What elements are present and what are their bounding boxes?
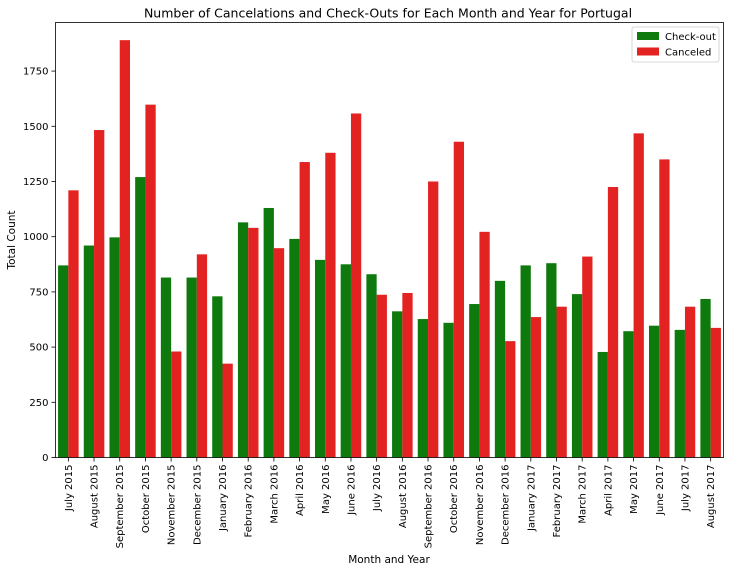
x-tick-label-3: October 2015: [141, 465, 152, 534]
legend-swatch-check-out: [637, 32, 659, 40]
bar-check-out-3: [135, 177, 146, 458]
bar-check-out-17: [494, 280, 506, 458]
bar-canceled-2: [119, 40, 131, 458]
chart-title: Number of Cancelations and Check-Outs fo…: [144, 6, 632, 21]
bar-check-out-11: [340, 264, 351, 458]
x-tick-label-1: August 2015: [90, 465, 101, 529]
bar-canceled-1: [94, 130, 105, 458]
y-axis-label: Total Count: [6, 210, 18, 270]
bar-check-out-25: [700, 298, 711, 458]
x-tick-label-20: March 2017: [578, 465, 589, 524]
x-tick-label-12: July 2016: [372, 465, 383, 513]
bar-canceled-24: [684, 306, 696, 458]
plot-frame: [55, 22, 724, 458]
bar-check-out-9: [289, 238, 300, 458]
y-axis-ticks: 0 250 500 750 1000 1250 1500 1750: [23, 67, 56, 464]
bar-canceled-11: [350, 113, 362, 458]
x-tick-label-11: June 2016: [346, 465, 357, 516]
bar-check-out-22: [623, 331, 634, 458]
x-tick-label-16: November 2016: [475, 465, 486, 546]
bar-check-out-18: [520, 265, 531, 458]
x-axis-label: Month and Year: [348, 554, 430, 566]
bar-check-out-14: [417, 319, 429, 458]
x-tick-label-9: April 2016: [295, 465, 306, 516]
bar-canceled-21: [607, 187, 619, 458]
y-tick-label-1: 250: [29, 398, 48, 409]
bar-canceled-0: [68, 190, 79, 458]
bar-canceled-7: [248, 227, 259, 458]
bar-check-out-0: [58, 265, 69, 458]
bar-check-out-21: [597, 351, 608, 458]
bar-check-out-16: [469, 304, 480, 458]
x-tick-label-14: September 2016: [424, 465, 435, 549]
bar-canceled-3: [145, 104, 156, 458]
bar-check-out-12: [366, 274, 377, 458]
bar-canceled-25: [710, 327, 721, 458]
x-tick-label-18: January 2017: [526, 465, 537, 533]
y-tick-label-7: 1750: [23, 67, 48, 78]
y-tick-label-0: 0: [42, 453, 48, 464]
bar-canceled-6: [222, 363, 233, 458]
bar-check-out-23: [648, 325, 660, 458]
x-tick-label-19: February 2017: [552, 465, 563, 538]
x-tick-label-6: January 2016: [218, 465, 229, 533]
bar-check-out-19: [546, 263, 557, 458]
bar-canceled-15: [453, 141, 465, 458]
x-tick-label-7: February 2016: [244, 465, 255, 538]
x-axis-ticks: July 2015 August 2015 September 2015 Octobe…: [64, 457, 717, 549]
y-tick-label-2: 500: [29, 343, 48, 354]
bar-canceled-18: [530, 317, 542, 458]
bar-canceled-12: [376, 294, 387, 458]
bar-canceled-9: [299, 162, 310, 458]
bar-canceled-5: [196, 254, 208, 458]
x-tick-label-5: December 2015: [192, 465, 203, 545]
bar-canceled-8: [273, 248, 285, 458]
bar-check-out-8: [263, 207, 274, 458]
x-tick-label-24: July 2017: [680, 465, 691, 513]
bar-canceled-10: [325, 152, 336, 458]
bar-canceled-20: [582, 256, 593, 458]
legend-label-check-out: Check-out: [665, 32, 716, 43]
bar-canceled-16: [479, 231, 490, 458]
x-tick-label-17: December 2016: [501, 465, 512, 545]
x-tick-label-13: August 2016: [398, 465, 409, 529]
x-tick-label-10: May 2016: [321, 465, 332, 514]
x-tick-label-8: March 2016: [269, 465, 280, 524]
x-tick-label-21: April 2017: [603, 465, 614, 516]
x-tick-label-2: September 2015: [115, 465, 126, 549]
x-tick-label-25: August 2017: [706, 465, 717, 529]
bar-canceled-4: [171, 351, 182, 458]
x-tick-label-15: October 2016: [449, 465, 460, 534]
bar-canceled-13: [402, 292, 413, 458]
x-tick-label-4: November 2015: [167, 465, 178, 546]
bar-canceled-23: [659, 159, 670, 458]
x-tick-label-23: June 2017: [655, 465, 666, 516]
y-tick-label-3: 750: [29, 287, 48, 298]
bar-canceled-22: [633, 133, 644, 458]
y-tick-label-4: 1000: [23, 232, 48, 243]
bar-check-out-20: [571, 294, 583, 458]
bar-check-out-5: [186, 277, 197, 458]
bar-check-out-1: [83, 245, 95, 458]
bar-check-out-6: [212, 296, 223, 458]
x-tick-label-0: July 2015: [64, 465, 75, 513]
y-tick-label-6: 1500: [23, 122, 48, 133]
bar-canceled-19: [556, 306, 567, 458]
bar-check-out-4: [160, 277, 172, 458]
legend: Check-out Canceled: [631, 26, 720, 63]
bar-canceled-14: [428, 181, 439, 458]
bars-group: [58, 40, 721, 458]
legend-swatch-canceled: [637, 47, 659, 56]
bar-check-out-15: [443, 322, 454, 458]
x-tick-label-22: May 2017: [629, 465, 640, 514]
bar-check-out-10: [314, 259, 326, 458]
bar-check-out-2: [109, 237, 120, 458]
bar-check-out-24: [674, 329, 685, 458]
bar-check-out-13: [392, 311, 403, 458]
bar-canceled-17: [505, 341, 516, 458]
legend-label-canceled: Canceled: [665, 48, 711, 59]
bar-check-out-7: [237, 222, 249, 458]
y-tick-label-5: 1250: [23, 177, 48, 188]
